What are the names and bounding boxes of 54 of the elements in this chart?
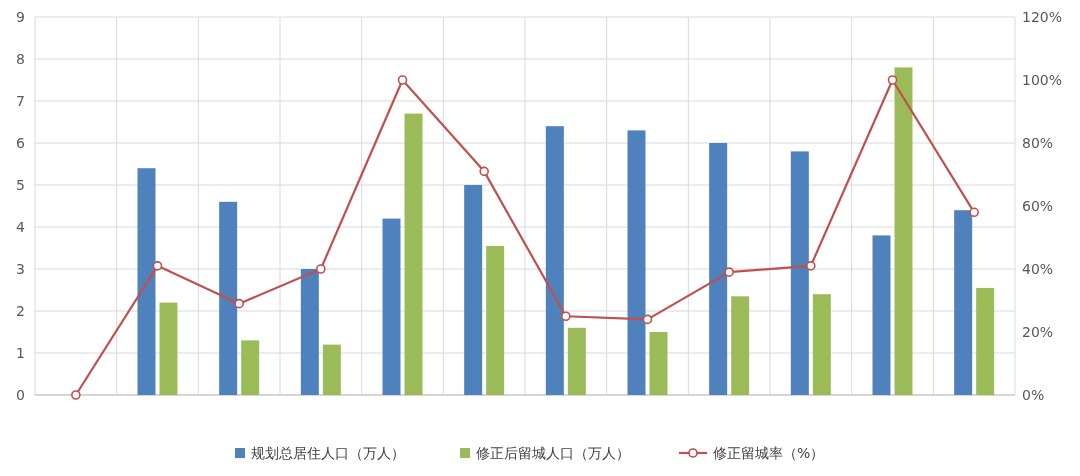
bar — [322, 344, 341, 395]
y2-tick-label: 0% — [1022, 387, 1045, 403]
y-tick-label: 3 — [16, 261, 25, 277]
y-tick-label: 9 — [16, 9, 25, 25]
point — [561, 311, 571, 322]
y2-tick-label: 120% — [1022, 9, 1063, 25]
bar — [709, 143, 728, 395]
bar — [976, 287, 995, 395]
bar — [790, 151, 809, 395]
bar — [382, 218, 401, 395]
y-tick-label: 2 — [16, 303, 25, 319]
bar — [300, 269, 319, 395]
bar — [464, 185, 483, 395]
legend-label: 规划总居住人口（万人） — [251, 445, 405, 461]
bar — [404, 113, 423, 395]
point — [316, 264, 326, 274]
y-tick-label: 6 — [16, 135, 26, 151]
y-tick-label: 8 — [16, 51, 25, 67]
bar — [812, 294, 831, 395]
y2-tick-label: 80% — [1022, 135, 1054, 151]
bar — [627, 130, 646, 395]
y-tick-label: 5 — [16, 177, 25, 193]
bar — [567, 327, 586, 395]
point — [152, 261, 163, 271]
point — [969, 207, 979, 218]
bar — [954, 210, 973, 395]
point — [887, 75, 898, 85]
bar — [159, 302, 178, 395]
point — [806, 261, 816, 271]
y2-tick-label: 100% — [1022, 72, 1063, 88]
bar — [137, 168, 156, 395]
bar — [731, 296, 750, 395]
bar — [219, 201, 238, 395]
y2-tick-label: 40% — [1022, 261, 1054, 277]
bar — [545, 126, 564, 395]
legend-label: 修正后留城人口（万人） — [476, 445, 630, 461]
bar — [486, 245, 505, 395]
bar — [649, 332, 668, 395]
point — [479, 166, 489, 177]
point — [71, 390, 81, 400]
point — [724, 267, 734, 277]
point — [642, 314, 653, 325]
y-tick-label: 4 — [16, 219, 26, 235]
bar — [872, 235, 891, 395]
bar — [241, 340, 260, 395]
y2-tick-label: 20% — [1022, 324, 1054, 340]
y-tick-label: 0 — [16, 387, 25, 403]
y-tick-label: 7 — [16, 93, 25, 109]
bar — [894, 67, 913, 395]
point — [234, 298, 244, 309]
legend-label: 修正留城率（%） — [713, 445, 825, 461]
point — [397, 75, 408, 85]
y-tick-label: 1 — [16, 345, 25, 361]
y2-tick-label: 60% — [1022, 198, 1054, 214]
